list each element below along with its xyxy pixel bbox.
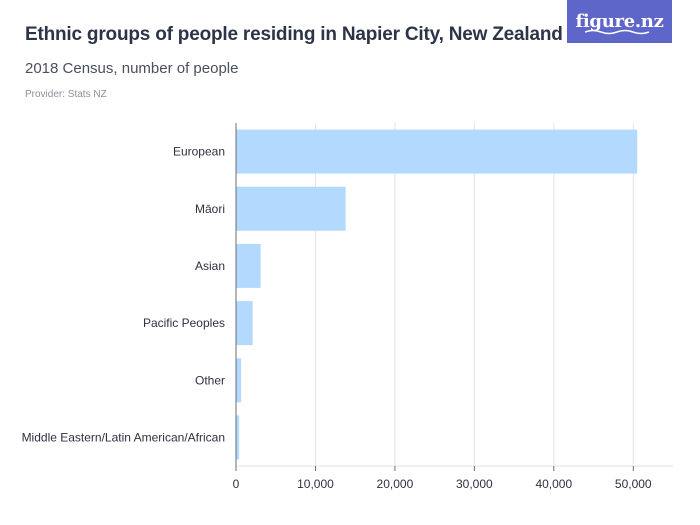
x-tick-label: 40,000 (535, 477, 572, 491)
category-label: Pacific Peoples (143, 316, 225, 330)
x-tick-label: 30,000 (456, 477, 493, 491)
logo-wave-icon (585, 29, 650, 35)
bar[interactable] (236, 358, 242, 403)
bar[interactable] (236, 129, 638, 174)
bar[interactable] (236, 186, 346, 231)
category-label: Māori (195, 202, 225, 216)
category-label: Other (195, 373, 225, 387)
data-provider: Provider: Stats NZ (25, 89, 107, 100)
category-label: European (173, 145, 225, 159)
bars (236, 129, 638, 460)
chart-subtitle: 2018 Census, number of people (25, 60, 239, 77)
category-label: Middle Eastern/Latin American/African (22, 430, 225, 444)
bar[interactable] (236, 243, 261, 288)
bar[interactable] (236, 301, 253, 346)
gridlines (236, 123, 673, 467)
chart-title: Ethnic groups of people residing in Napi… (25, 24, 563, 45)
x-tick-label: 50,000 (615, 477, 652, 491)
x-tick-labels: 0 10,000 20,000 30,000 40,000 50,000 (233, 466, 652, 491)
x-tick-label: 20,000 (377, 477, 414, 491)
category-labels: European Māori Asian Pacific Peoples Other Mi… (22, 145, 225, 445)
category-label: Asian (195, 259, 225, 273)
logo-text: figure.nz (575, 11, 664, 32)
bar[interactable] (236, 415, 240, 460)
x-tick-label: 0 (233, 477, 240, 491)
x-tick-label: 10,000 (297, 477, 334, 491)
figure-nz-logo[interactable]: figure.nz (567, 0, 672, 43)
